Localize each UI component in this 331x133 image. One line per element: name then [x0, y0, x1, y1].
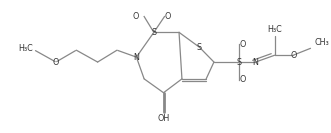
Text: OH: OH [158, 114, 170, 123]
Text: S: S [237, 58, 242, 66]
Text: N: N [253, 58, 259, 66]
Text: O: O [240, 40, 246, 49]
Text: O: O [133, 12, 139, 21]
Text: O: O [240, 75, 246, 84]
Text: O: O [53, 58, 59, 66]
Text: O: O [290, 51, 297, 60]
Text: O: O [165, 12, 171, 21]
Text: CH₃: CH₃ [314, 38, 329, 47]
Text: S: S [151, 28, 157, 37]
Text: S: S [197, 43, 202, 52]
Text: N: N [133, 53, 139, 62]
Text: H₃C: H₃C [18, 44, 33, 53]
Text: H₃C: H₃C [268, 25, 282, 34]
